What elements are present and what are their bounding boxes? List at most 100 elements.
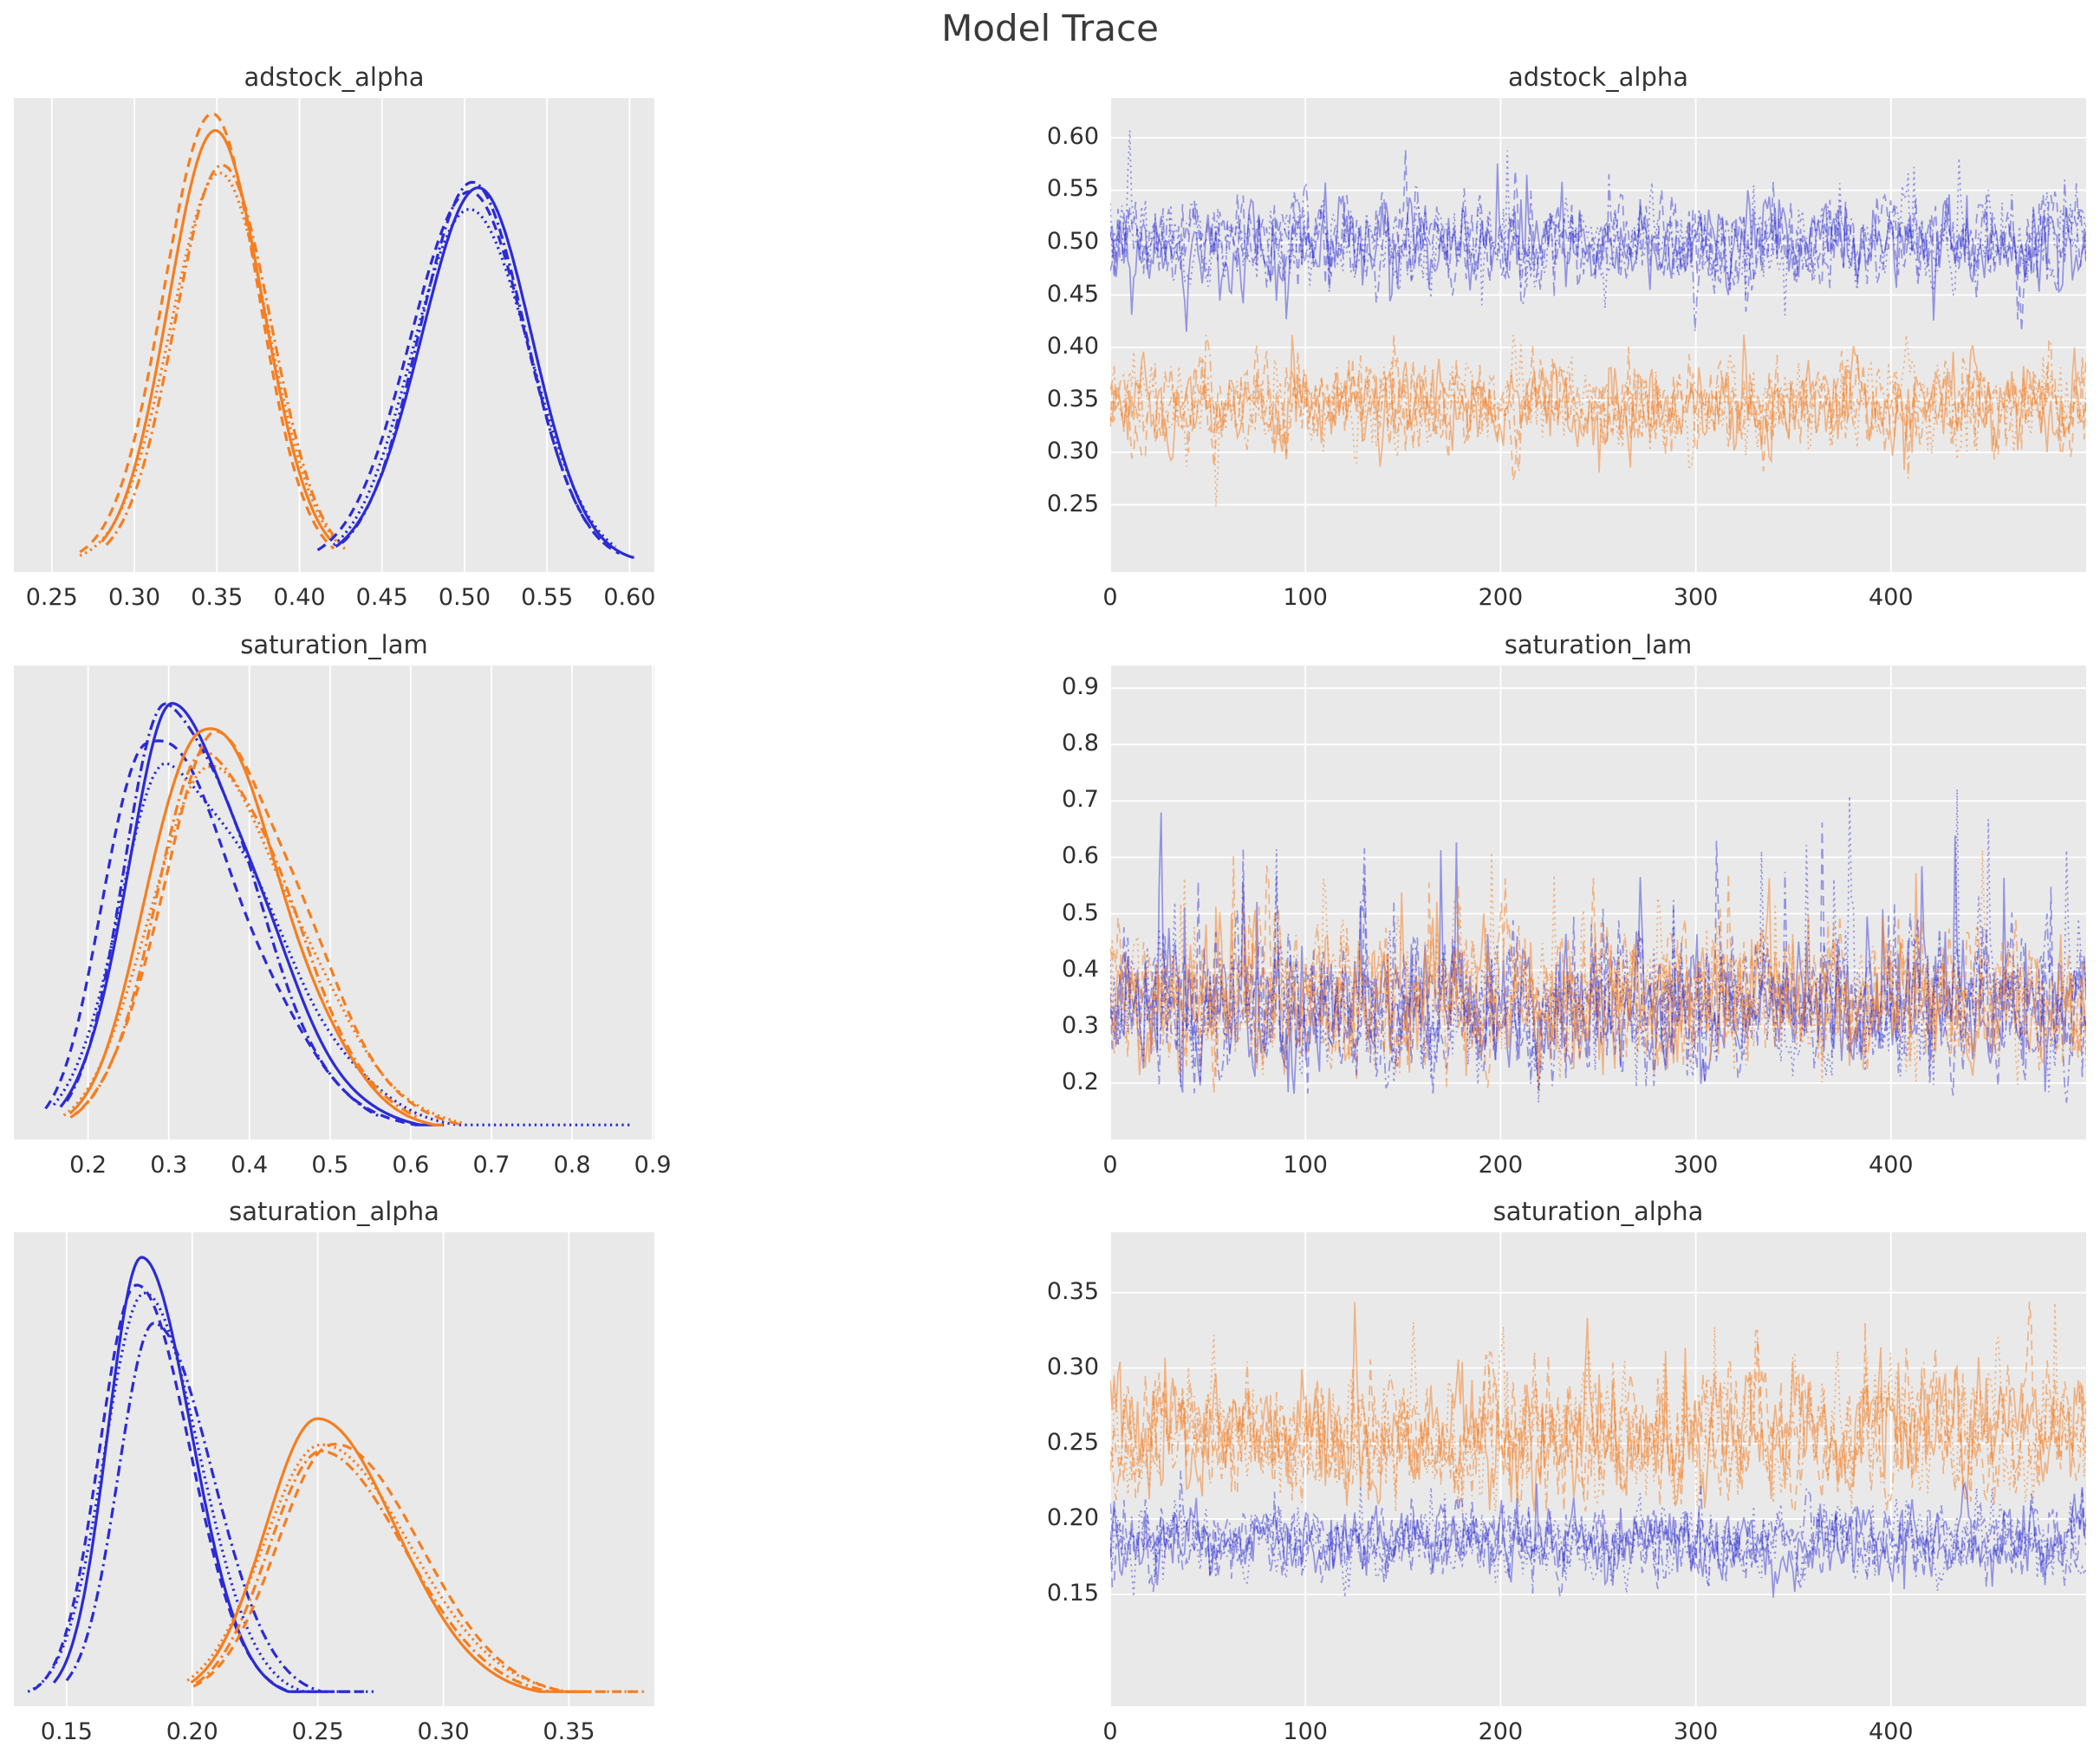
subplot-title-kde-saturation-alpha: saturation_alpha xyxy=(229,1197,439,1226)
y-tick-label: 0.20 xyxy=(1046,1503,1099,1531)
x-tick-label: 200 xyxy=(1478,1152,1524,1178)
x-tick-label: 100 xyxy=(1283,584,1328,611)
y-tick-label: 0.30 xyxy=(1046,438,1099,465)
kde-adstock-alpha-plot xyxy=(14,98,654,572)
x-tick-label: 100 xyxy=(1283,1152,1328,1178)
y-tick-label: 0.2 xyxy=(1062,1068,1099,1095)
y-tick-label: 0.7 xyxy=(1062,786,1099,814)
trace-line-blue-solid xyxy=(1110,163,2086,332)
kde-curve-orange-solid xyxy=(68,727,444,1126)
trace-line-orange-dashed xyxy=(1110,345,2086,482)
x-tick-label: 0.20 xyxy=(166,1718,218,1745)
kde-curve-blue-solid xyxy=(335,185,634,559)
trace-line-orange-dashdot xyxy=(1110,856,2086,1088)
trace-adstock-alpha-plot xyxy=(1110,98,2086,572)
y-tick-label: 0.30 xyxy=(1046,1353,1099,1380)
plot-background xyxy=(1110,98,2086,572)
x-tick-label: 0.55 xyxy=(521,584,574,611)
trace-line-orange-dashed xyxy=(1110,865,2086,1094)
x-tick-label: 0.35 xyxy=(543,1718,595,1745)
x-tick-label: 300 xyxy=(1673,584,1719,611)
x-tick-label: 0.45 xyxy=(355,584,408,611)
x-tick-label: 400 xyxy=(1869,584,1914,611)
kde-curve-blue-dotted xyxy=(27,1291,377,1693)
x-tick-label: 0.25 xyxy=(25,584,78,611)
x-tick-label: 300 xyxy=(1673,1152,1719,1178)
kde-curve-orange-dashed xyxy=(69,730,464,1126)
trace-line-blue-dotted xyxy=(1110,789,2086,1103)
trace-line-orange-dashdot xyxy=(1110,1321,2086,1512)
x-tick-label: 300 xyxy=(1673,1718,1719,1745)
x-tick-label: 0.3 xyxy=(150,1152,188,1178)
trace-line-blue-dotted xyxy=(1110,130,2086,316)
trace-line-orange-dotted xyxy=(1110,1302,2086,1512)
x-tick-label: 400 xyxy=(1869,1718,1914,1745)
x-tick-label: 0 xyxy=(1102,1718,1118,1745)
kde-curve-orange-solid xyxy=(101,128,331,543)
y-tick-label: 0.25 xyxy=(1046,1428,1099,1456)
trace-line-blue-dotted xyxy=(1110,1485,2086,1598)
y-tick-label: 0.60 xyxy=(1046,122,1099,150)
x-tick-label: 0.60 xyxy=(603,584,656,611)
y-tick-label: 0.25 xyxy=(1046,490,1099,517)
kde-curve-orange-dashdot xyxy=(195,1449,597,1693)
x-tick-label: 0.35 xyxy=(191,584,244,611)
x-tick-label: 0.9 xyxy=(634,1152,672,1178)
x-tick-label: 0.7 xyxy=(472,1152,510,1178)
plot-background xyxy=(14,1232,654,1706)
subplot-title-kde-saturation-lam: saturation_lam xyxy=(240,630,428,659)
y-tick-label: 0.40 xyxy=(1046,333,1099,360)
x-tick-label: 0 xyxy=(1102,584,1118,611)
y-tick-label: 0.50 xyxy=(1046,228,1099,255)
kde-curve-blue-dashed xyxy=(44,739,425,1126)
x-tick-label: 0.30 xyxy=(107,584,161,611)
trace-line-blue-solid xyxy=(1110,1481,2086,1598)
y-tick-label: 0.6 xyxy=(1062,842,1099,870)
kde-curve-orange-dashdot xyxy=(105,163,343,546)
plot-background xyxy=(1110,1232,2086,1706)
trace-line-orange-dashdot xyxy=(1110,334,2086,479)
kde-saturation-alpha-plot xyxy=(14,1232,654,1706)
y-tick-label: 0.45 xyxy=(1046,280,1099,308)
y-tick-label: 0.8 xyxy=(1062,730,1099,757)
kde-saturation-lam-plot xyxy=(14,665,654,1139)
x-tick-label: 100 xyxy=(1283,1718,1328,1745)
x-tick-label: 0.25 xyxy=(291,1718,344,1745)
x-tick-label: 0.5 xyxy=(311,1152,349,1178)
plot-background xyxy=(14,98,654,572)
x-tick-label: 0.2 xyxy=(69,1152,107,1178)
x-tick-label: 400 xyxy=(1869,1152,1914,1178)
trace-saturation-alpha-plot xyxy=(1110,1232,2086,1706)
x-tick-label: 0.15 xyxy=(40,1718,93,1745)
x-tick-label: 0 xyxy=(1102,1152,1118,1178)
x-tick-label: 0.8 xyxy=(553,1152,591,1178)
x-tick-label: 0.6 xyxy=(392,1152,430,1178)
y-tick-label: 0.5 xyxy=(1062,899,1099,926)
x-tick-label: 0.30 xyxy=(417,1718,470,1745)
kde-curve-blue-solid xyxy=(52,1256,323,1693)
y-tick-label: 0.55 xyxy=(1046,175,1099,203)
y-tick-label: 0.3 xyxy=(1062,1011,1099,1039)
subplot-title-trace-saturation-lam: saturation_lam xyxy=(1504,630,1693,659)
y-tick-label: 0.4 xyxy=(1062,955,1099,983)
subplot-title-kde-adstock-alpha: adstock_alpha xyxy=(244,62,425,92)
subplot-title-trace-adstock-alpha: adstock_alpha xyxy=(1507,62,1689,92)
kde-curve-orange-dashed xyxy=(192,1442,640,1693)
y-tick-label: 0.35 xyxy=(1046,385,1099,412)
trace-line-blue-dashed xyxy=(1110,149,2086,332)
x-tick-label: 0.40 xyxy=(273,584,326,611)
trace-line-orange-solid xyxy=(1110,1302,2086,1512)
trace-line-blue-dashed xyxy=(1110,1487,2086,1598)
y-tick-label: 0.35 xyxy=(1046,1277,1099,1305)
kde-curve-orange-solid xyxy=(190,1417,583,1693)
x-tick-label: 0.4 xyxy=(231,1152,269,1178)
kde-curve-blue-dashdot xyxy=(65,1321,351,1693)
subplot-title-trace-saturation-alpha: saturation_alpha xyxy=(1492,1197,1704,1226)
trace-line-blue-dashdot xyxy=(1110,173,2086,332)
trace-line-orange-dotted xyxy=(1110,334,2086,508)
trace-line-orange-dotted xyxy=(1110,850,2086,1086)
trace-saturation-lam-plot xyxy=(1110,665,2086,1139)
x-tick-label: 0.50 xyxy=(438,584,491,611)
kde-curve-orange-dashdot xyxy=(75,750,419,1120)
